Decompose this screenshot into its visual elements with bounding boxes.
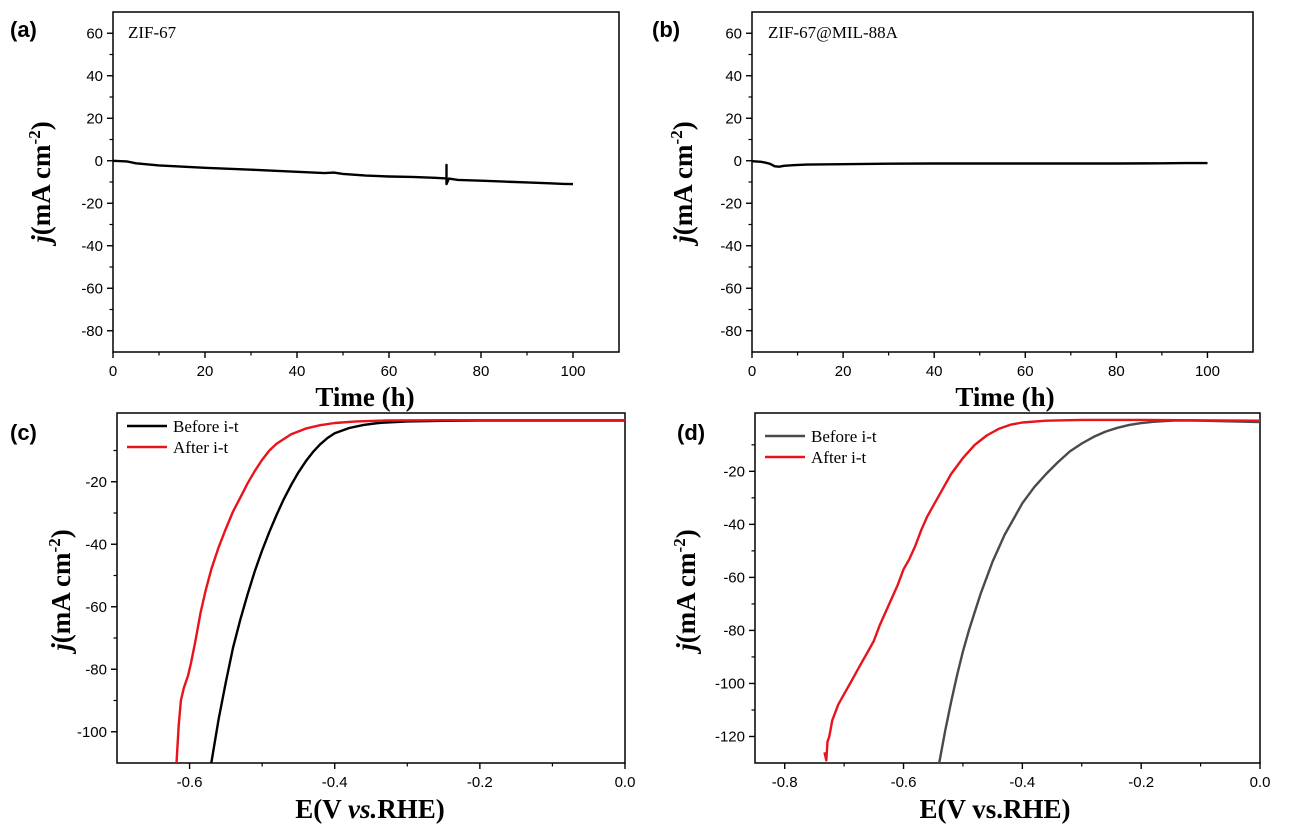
panel-a-y-tick-label: 40 xyxy=(86,68,103,85)
panel-b-y-tick-label: -20 xyxy=(720,195,742,212)
panel-c-legend-label: Before i-t xyxy=(173,417,239,436)
panel-b-y-tick-label: -40 xyxy=(720,238,742,255)
panel-d-plot-frame xyxy=(754,412,1261,764)
panel-a-x-tick-label: 0 xyxy=(109,363,117,380)
panel-d-x-tick-label: -0.4 xyxy=(1009,774,1035,791)
panel-a-y-tick-label: -20 xyxy=(81,195,103,212)
panel-b-y-tick-label: 0 xyxy=(734,153,742,170)
panel-b-annotation: ZIF-67@MIL-88A xyxy=(768,23,899,42)
panel-c-series-after-i-t xyxy=(175,419,625,763)
panel-b-x-tick-label: 20 xyxy=(835,363,852,380)
panel-c-x-tick-label: -0.4 xyxy=(322,774,348,791)
panel-d-y-tick-label: -40 xyxy=(723,516,745,533)
panel-b-y-tick-label: 20 xyxy=(725,110,742,127)
panel-a-x-tick-label: 40 xyxy=(289,363,306,380)
panel-b-x-tick-label: 100 xyxy=(1195,363,1220,380)
panel-b-y-tick-label: -80 xyxy=(720,323,742,340)
panel-c-x-tick-label: 0.0 xyxy=(615,774,636,791)
panel-a-y-tick-label: 60 xyxy=(86,25,103,42)
panel-d-y-tick-label: -100 xyxy=(715,675,745,692)
panel-a-annotation: ZIF-67 xyxy=(128,23,177,42)
panel-d-y-axis-label: j(mA cm-2) xyxy=(670,529,701,654)
panel-a-y-tick-label: -60 xyxy=(81,280,103,297)
panel-b-y-tick-label: -60 xyxy=(720,280,742,297)
panel-d: (d) E(V vs.RHE) j(mA cm-2) -0.8 -0.6 -0.4 -… xyxy=(670,412,1271,824)
panel-d-x-tick-label: -0.2 xyxy=(1128,774,1154,791)
panel-b-series-zif-67-mil-88a xyxy=(752,160,1208,168)
panel-label-d: (d) xyxy=(677,420,705,445)
panel-a-series-zif-67 xyxy=(113,159,574,186)
panel-a-x-tick-label: 20 xyxy=(197,363,214,380)
panel-c-x-tick-label: -0.6 xyxy=(177,774,203,791)
panel-label-b: (b) xyxy=(652,17,680,42)
panel-c-legend-label: After i-t xyxy=(173,438,229,457)
panel-d-y-tick-label: -60 xyxy=(723,569,745,586)
panel-c-y-tick-label: -100 xyxy=(77,724,107,741)
panel-d-y-tick-label: -20 xyxy=(723,463,745,480)
panel-b-plot-frame xyxy=(751,11,1254,353)
panel-a-y-axis-label: j(mA cm-2) xyxy=(25,121,56,246)
panel-c: (c) E(V vs.RHE) j(mA cm-2) -0.6 -0.4 -0.2 0… xyxy=(10,412,636,824)
panel-a-y-tick-label: -40 xyxy=(81,238,103,255)
panel-c-y-tick-label: -60 xyxy=(85,599,107,616)
panel-d-legend-label: Before i-t xyxy=(811,427,877,446)
panel-c-y-tick-label: -20 xyxy=(85,474,107,491)
panel-b-x-axis-label: Time (h) xyxy=(955,382,1054,412)
panel-d-y-tick-label: -80 xyxy=(723,622,745,639)
panel-a-x-tick-label: 100 xyxy=(560,363,585,380)
panel-b-y-axis-label: j(mA cm-2) xyxy=(667,121,698,246)
panel-d-x-tick-label: -0.8 xyxy=(772,774,798,791)
panel-a: (a) ZIF-67 Time (h) j(mA cm-2) 0 20 40 60 80… xyxy=(10,11,620,412)
panel-a-y-tick-label: -80 xyxy=(81,323,103,340)
panel-d-series-after-i-t xyxy=(823,418,1260,762)
panel-c-y-tick-label: -80 xyxy=(85,661,107,678)
panel-b-y-tick-label: 40 xyxy=(725,68,742,85)
panel-d-x-axis-label: E(V vs.RHE) xyxy=(919,794,1070,824)
panel-d-y-tick-label: -120 xyxy=(715,728,745,745)
panel-c-plot-frame xyxy=(116,412,626,764)
panel-c-x-axis-label: E(V vs.RHE) xyxy=(295,794,445,824)
panel-a-x-axis-label: Time (h) xyxy=(315,382,414,412)
panel-label-c: (c) xyxy=(10,420,37,445)
panel-a-x-tick-label: 60 xyxy=(381,363,398,380)
panel-c-series-before-i-t xyxy=(210,419,625,763)
panel-b-x-tick-label: 60 xyxy=(1017,363,1034,380)
panel-d-legend-label: After i-t xyxy=(811,448,867,467)
panel-b: (b) ZIF-67@MIL-88A Time (h) j(mA cm-2) 0… xyxy=(652,11,1254,412)
panel-d-x-tick-label: -0.6 xyxy=(891,774,917,791)
panel-c-x-tick-label: -0.2 xyxy=(467,774,493,791)
panel-c-y-axis-label: j(mA cm-2) xyxy=(45,529,76,654)
panel-a-y-tick-label: 20 xyxy=(86,110,103,127)
panel-a-y-tick-label: 0 xyxy=(95,153,103,170)
panel-d-x-tick-label: 0.0 xyxy=(1250,774,1271,791)
panel-c-y-tick-label: -40 xyxy=(85,536,107,553)
panel-b-x-tick-label: 40 xyxy=(926,363,943,380)
panel-d-series-before-i-t xyxy=(938,419,1260,763)
panel-b-y-tick-label: 60 xyxy=(725,25,742,42)
panel-b-x-tick-label: 80 xyxy=(1108,363,1125,380)
panel-b-x-tick-label: 0 xyxy=(748,363,756,380)
panel-a-x-tick-label: 80 xyxy=(473,363,490,380)
panel-label-a: (a) xyxy=(10,17,37,42)
